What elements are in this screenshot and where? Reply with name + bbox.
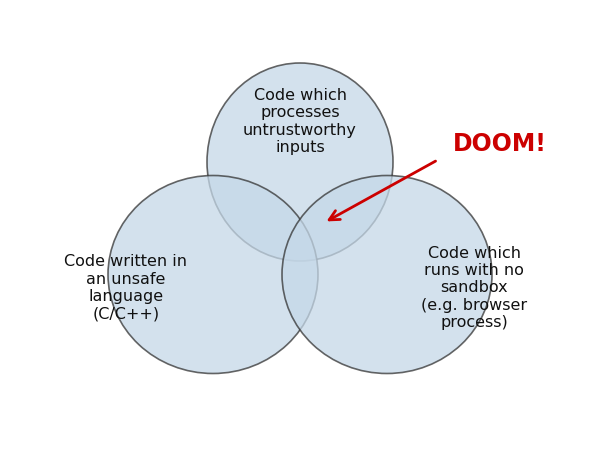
Text: Code which
runs with no
sandbox
(e.g. browser
process): Code which runs with no sandbox (e.g. br… bbox=[421, 246, 527, 330]
Text: Code which
processes
untrustworthy
inputs: Code which processes untrustworthy input… bbox=[243, 88, 357, 155]
Text: Code written in
an unsafe
language
(C/C++): Code written in an unsafe language (C/C+… bbox=[65, 254, 187, 322]
Text: DOOM!: DOOM! bbox=[453, 132, 547, 156]
Ellipse shape bbox=[282, 176, 492, 374]
Ellipse shape bbox=[207, 63, 393, 261]
Ellipse shape bbox=[108, 176, 318, 374]
